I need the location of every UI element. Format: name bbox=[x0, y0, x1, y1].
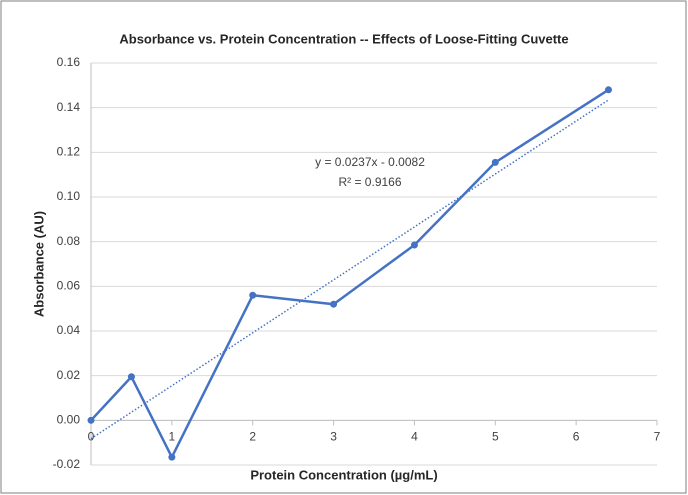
data-point bbox=[127, 373, 135, 381]
data-point bbox=[249, 291, 257, 299]
data-point bbox=[330, 300, 338, 308]
y-tick-label: 0.02 bbox=[57, 368, 81, 382]
trendline-r2: R² = 0.9166 bbox=[338, 175, 401, 189]
data-point bbox=[491, 158, 499, 166]
y-axis-title: Absorbance (AU) bbox=[31, 211, 46, 317]
y-tick-label: 0.10 bbox=[57, 189, 81, 203]
x-tick-label: 1 bbox=[169, 430, 176, 444]
x-axis-title: Protein Concentration (µg/mL) bbox=[250, 467, 437, 482]
y-tick-label: 0.08 bbox=[57, 234, 81, 248]
y-tick-label: -0.02 bbox=[53, 457, 81, 471]
y-tick-label: 0.14 bbox=[57, 100, 81, 114]
trendline bbox=[90, 99, 609, 440]
y-tick-label: 0.06 bbox=[57, 279, 81, 293]
x-tick-label: 4 bbox=[411, 430, 418, 444]
y-tick-label: 0.04 bbox=[57, 323, 81, 337]
data-point bbox=[168, 453, 176, 461]
data-point bbox=[410, 241, 418, 249]
chart-title: Absorbance vs. Protein Concentration -- … bbox=[119, 31, 568, 46]
y-tick-label: 0.12 bbox=[57, 145, 81, 159]
y-tick-label: 0.00 bbox=[57, 413, 81, 427]
series-line bbox=[90, 88, 610, 459]
y-tick-label: 0.16 bbox=[57, 55, 81, 69]
data-point bbox=[604, 86, 612, 94]
x-tick-label: 6 bbox=[573, 430, 580, 444]
x-tick-label: 0 bbox=[88, 430, 95, 444]
trendline-equation: y = 0.0237x - 0.0082 bbox=[315, 155, 425, 169]
x-tick-label: 2 bbox=[249, 430, 256, 444]
data-point bbox=[87, 416, 95, 424]
x-tick-label: 3 bbox=[330, 430, 337, 444]
x-tick-label: 7 bbox=[654, 430, 661, 444]
x-tick-label: 5 bbox=[492, 430, 499, 444]
